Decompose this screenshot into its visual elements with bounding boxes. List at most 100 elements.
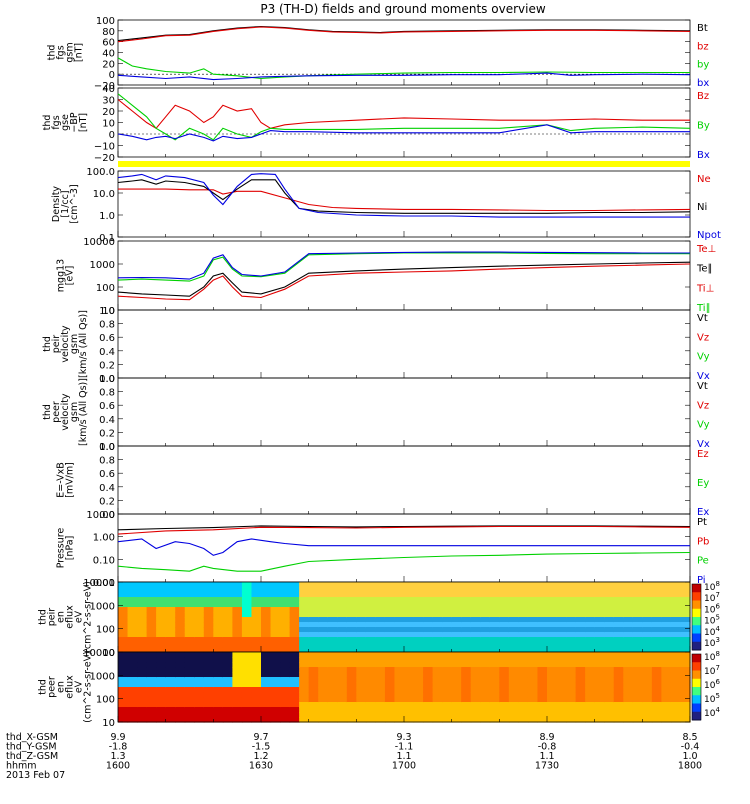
legend-entry: Vz — [697, 332, 709, 343]
y-tick-label: 1000 — [90, 260, 115, 271]
series-line — [117, 173, 690, 218]
svg-text:Pressure: Pressure — [56, 528, 67, 569]
svg-text:[cm^-3]: [cm^-3] — [69, 184, 80, 223]
svg-text:[nPa]: [nPa] — [65, 536, 76, 561]
panel-density: 100.0 10.0 1.0 0.1 Density[1/cc][cm^-3] Ne Ni N… — [51, 167, 721, 244]
y-tick-label: 100 — [96, 16, 115, 27]
svg-text:thd: thd — [47, 45, 58, 61]
y-tick-label: 20 — [102, 107, 115, 118]
series-line — [117, 525, 691, 535]
panel-peir_spec: 10810710610510410310000100010010thdpeire… — [38, 578, 721, 659]
x-row-label: thd_Z-GSM — [6, 751, 58, 762]
series-line — [117, 99, 690, 130]
svg-text:[km/s (All Qs)]: [km/s (All Qs)] — [78, 378, 89, 446]
y-tick-label: 0.8 — [99, 320, 115, 331]
legend-entry: bx — [697, 78, 709, 89]
svg-text:Density: Density — [51, 186, 62, 222]
y-tick-label: 0.4 — [99, 415, 115, 426]
svg-text:eflux: eflux — [65, 675, 76, 699]
spectrogram-peer_spec — [118, 652, 691, 723]
svg-text:en: en — [56, 681, 67, 693]
legend-entry: Vy — [697, 352, 710, 363]
y-tick-label: 0.8 — [99, 388, 115, 399]
x-tick-label: -0.8 — [538, 742, 557, 753]
svg-text:E=-VxB: E=-VxB — [56, 462, 67, 497]
y-tick-label: 0.01 — [93, 578, 115, 589]
legend-entry: Vx — [697, 439, 710, 450]
series-line — [117, 72, 691, 81]
colorbar-label: 108 — [704, 580, 720, 593]
svg-text:eflux: eflux — [65, 605, 76, 629]
svg-text:gsm: gsm — [69, 334, 80, 354]
x-axis-labels: thd_X-GSM 9.9 9.7 9.3 8.9 8.5 thd_Y-GSM -1.8 -1.… — [6, 732, 702, 781]
x-row-label: thd_X-GSM — [6, 732, 58, 743]
y-tick-label: 100 — [96, 625, 115, 636]
x-tick-label: 1.1 — [539, 751, 554, 762]
y-tick-label: 10 — [102, 648, 115, 659]
x-tick-label: -0.4 — [681, 742, 700, 753]
y-axis-label: E=-VxB[mV/m] — [56, 462, 76, 498]
svg-text:peer: peer — [51, 401, 62, 423]
x-tick-label: 8.9 — [539, 732, 554, 743]
svg-text:peir: peir — [51, 335, 62, 354]
series-line — [117, 252, 690, 282]
x-tick-label: 1.1 — [396, 751, 411, 762]
colorbar-label: 106 — [704, 602, 720, 615]
colorbar-label: 106 — [704, 678, 720, 691]
panel-peir_velocity: 1.0 0.8 0.6 0.4 0.2 0.0 thdpeirvelocitygsm[km/… — [42, 306, 710, 385]
y-tick-label: 10 — [102, 306, 115, 317]
legend-entry: Vt — [697, 313, 708, 324]
colorbar-label: 107 — [704, 591, 720, 604]
series-line — [117, 538, 690, 556]
x-tick-label: 1.2 — [253, 751, 268, 762]
y-axis-label: Density[1/cc][cm^-3] — [51, 184, 80, 223]
x-tick-label: 9.3 — [396, 732, 411, 743]
y-tick-label: 20 — [102, 59, 115, 70]
colorbar-label: 104 — [704, 625, 720, 638]
series-line — [117, 179, 691, 214]
legend-entry: Pt — [697, 517, 707, 528]
y-tick-label: 0.0 — [99, 510, 115, 521]
x-tick-label: 1730 — [535, 761, 559, 772]
y-tick-label: 10 — [102, 718, 115, 729]
series-line — [118, 188, 691, 212]
y-tick-label: 0.2 — [99, 428, 115, 439]
figure-title: P3 (TH-D) fields and ground moments over… — [260, 2, 545, 16]
y-tick-label: 0.6 — [99, 401, 115, 412]
legend-entry: Te∥ — [696, 264, 713, 275]
y-tick-label: 0.8 — [99, 456, 115, 467]
legend-entry: Te⊥ — [696, 244, 716, 255]
series-line — [117, 26, 691, 43]
data-quality-bar — [118, 161, 690, 167]
legend-entry: Pi — [697, 575, 706, 586]
x-tick-label: 1630 — [249, 761, 273, 772]
legend-entry: Ex — [697, 507, 709, 518]
svg-text:thd: thd — [42, 336, 53, 352]
colorbar-label: 103 — [704, 636, 720, 649]
svg-text:fgs: fgs — [51, 115, 62, 129]
colorbar-label: 104 — [704, 706, 720, 719]
y-tick-label: 30 — [102, 96, 115, 107]
svg-text:(cm^2-s-sr-eV): (cm^2-s-sr-eV) — [83, 581, 94, 653]
svg-text:[mV/m]: [mV/m] — [65, 462, 76, 498]
y-tick-label: 10 — [102, 119, 115, 130]
svg-text:[km/s (All Qs)]: [km/s (All Qs)] — [78, 310, 89, 378]
svg-text:mgg13: mgg13 — [56, 259, 67, 292]
series-line — [117, 25, 691, 42]
y-tick-label: 0.4 — [99, 347, 115, 358]
series-line — [117, 525, 691, 531]
y-tick-label: 100 — [96, 695, 115, 706]
y-axis-label: mgg13[eV] — [56, 259, 76, 292]
panel-efield: 1.0 0.8 0.6 0.4 0.2 0.0 E=-VxB[mV/m] Ez Ey Ex — [56, 442, 710, 521]
series-line — [117, 263, 691, 301]
svg-text:−BP: −BP — [69, 112, 80, 132]
legend-entry: Ne — [697, 174, 711, 185]
series-line — [117, 261, 691, 297]
x-tick-label: 9.9 — [110, 732, 125, 743]
x-tick-label: 1600 — [106, 761, 130, 772]
